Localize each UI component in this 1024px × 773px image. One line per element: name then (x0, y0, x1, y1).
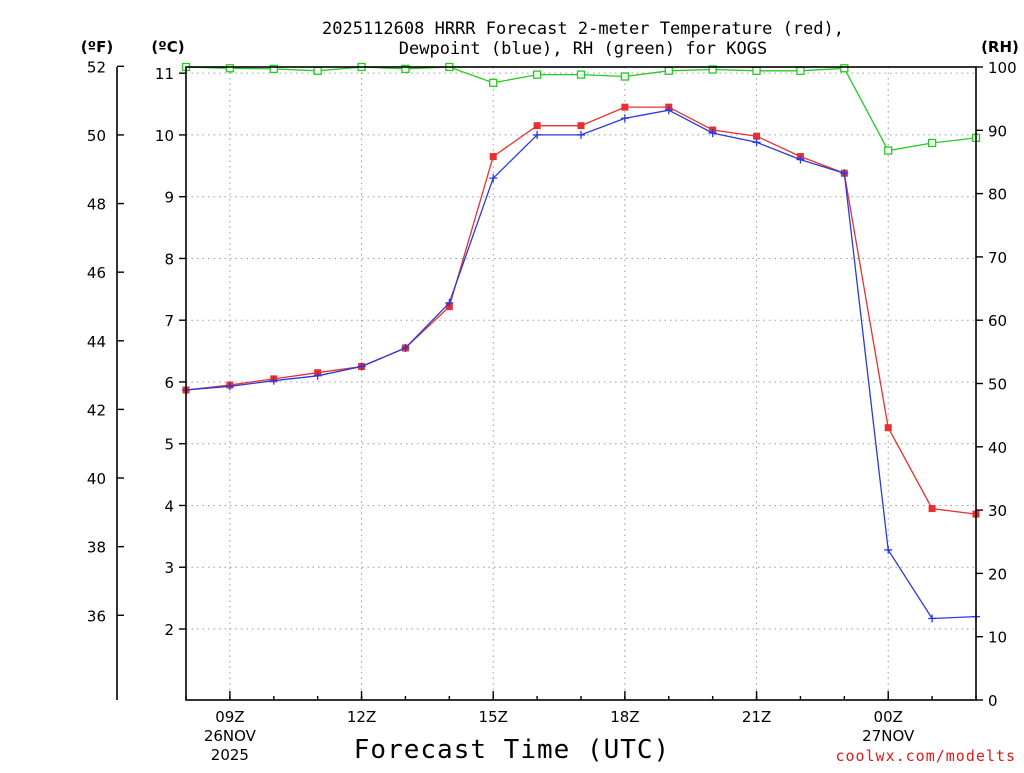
2-meter-temperature-point (489, 153, 497, 161)
rh-point (927, 138, 937, 148)
celsius-tick-label: 7 (164, 312, 174, 330)
rh-tick-label: 90 (988, 122, 1007, 140)
x-tick-date: 26NOV (204, 727, 257, 745)
celsius-tick-label: 6 (164, 374, 174, 392)
fahrenheit-tick-label: 42 (87, 401, 106, 419)
celsius-axis: 2 3 4 5 6 7 8 9 10 11 (155, 65, 186, 639)
2-meter-temperature-point (621, 103, 629, 111)
rh-tick-label: 30 (988, 502, 1007, 520)
dewpoint-point (269, 376, 278, 385)
rh-tick-label: 50 (988, 376, 1007, 394)
chart-title-line-2: Dewpoint (blue), RH (green) for KOGS (399, 39, 767, 59)
x-tick-year: 2025 (211, 746, 249, 764)
rh-tick-label: 20 (988, 565, 1007, 583)
dewpoint-point (313, 371, 322, 380)
2-meter-temperature-line (185, 106, 977, 515)
rh-point (401, 64, 410, 74)
2-meter-temperature-point (753, 132, 761, 140)
dewpoint-point (225, 382, 234, 391)
fahrenheit-tick-label: 44 (87, 333, 106, 351)
dewpoint-series (182, 106, 980, 623)
x-tick-label: 15Z (479, 708, 508, 726)
x-tick-date: 27NOV (862, 727, 915, 745)
fahrenheit-tick-label: 46 (87, 264, 106, 282)
rh-point (225, 64, 235, 73)
rh-point (576, 70, 586, 79)
rh-tick-label: 100 (988, 59, 1017, 77)
dewpoint-point (620, 114, 629, 123)
fahrenheit-unit-label: (ºF) (81, 38, 113, 56)
dewpoint-point (577, 130, 585, 139)
rh-tick-label: 10 (988, 629, 1007, 647)
fahrenheit-axis: 36 38 40 42 44 46 48 50 52 (87, 58, 124, 625)
2-meter-temperature-point (928, 505, 936, 513)
x-tick-label: 18Z (610, 708, 639, 726)
celsius-tick-label: 8 (164, 250, 174, 268)
rh-axis: 0 10 20 30 40 50 60 70 80 90 100 (976, 59, 1017, 710)
credit-text: coolwx.com/modelts (835, 747, 1016, 765)
dewpoint-point (928, 614, 937, 623)
rh-tick-label: 0 (988, 692, 998, 710)
fahrenheit-tick-label: 38 (87, 539, 106, 557)
celsius-tick-label: 2 (164, 621, 174, 639)
x-tick-label: 09Z (215, 708, 244, 726)
rh-tick-label: 70 (988, 249, 1007, 267)
dewpoint-point (752, 138, 761, 147)
chart-title-line-1: 2025112608 HRRR Forecast 2-meter Tempera… (322, 19, 844, 39)
dewpoint-point (884, 545, 893, 554)
rh-point (489, 78, 498, 87)
dewpoint-point (796, 155, 805, 164)
dewpoint-point (489, 174, 498, 183)
rh-point (884, 146, 893, 155)
dewpoint-point (533, 130, 542, 139)
rh-point (708, 65, 717, 74)
dewpoint-point (401, 343, 410, 352)
dewpoint-point (357, 362, 366, 371)
celsius-tick-label: 11 (155, 65, 174, 83)
x-tick-label: 21Z (742, 708, 771, 726)
x-tick-label: 12Z (347, 708, 376, 726)
2-meter-temperature-point (533, 122, 541, 130)
dewpoint-point (708, 129, 717, 138)
celsius-tick-label: 3 (164, 559, 174, 577)
2-meter-temperature-point (577, 122, 585, 130)
fahrenheit-tick-label: 48 (87, 196, 106, 214)
celsius-tick-label: 9 (164, 189, 174, 207)
2-meter-temperature-point (884, 424, 892, 432)
fahrenheit-tick-label: 52 (87, 58, 106, 76)
celsius-tick-label: 4 (164, 497, 174, 515)
rh-point (269, 64, 278, 74)
rh-unit-label: (RH) (981, 38, 1019, 56)
celsius-tick-label: 10 (155, 127, 174, 145)
rh-point (313, 66, 322, 75)
rh-tick-label: 40 (988, 439, 1007, 457)
plot-frame (185, 66, 977, 701)
fahrenheit-tick-label: 50 (87, 127, 106, 145)
rh-point (532, 70, 542, 79)
rh-point (840, 64, 849, 73)
series-layer (181, 62, 981, 623)
fahrenheit-tick-label: 36 (87, 607, 106, 625)
x-tick-label: 00Z (874, 708, 903, 726)
celsius-tick-label: 5 (164, 436, 174, 454)
rh-point (620, 72, 630, 81)
x-axis-title: Forecast Time (UTC) (354, 735, 670, 765)
dewpoint-point (445, 298, 454, 307)
dewpoint-point (664, 106, 673, 115)
dewpoint-point (840, 169, 849, 178)
rh-tick-label: 80 (988, 186, 1007, 204)
rh-tick-label: 60 (988, 312, 1007, 330)
rh-point (752, 66, 761, 75)
celsius-unit-label: (ºC) (151, 38, 184, 56)
grid-lines (186, 67, 976, 700)
fahrenheit-tick-label: 40 (87, 470, 106, 488)
rh-point (796, 66, 805, 75)
rh-point (664, 66, 673, 75)
rh-series (181, 62, 981, 155)
dewpoint-line (185, 109, 977, 620)
